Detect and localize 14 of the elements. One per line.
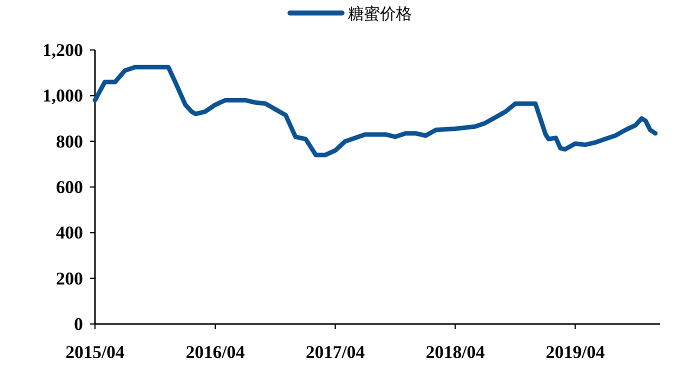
y-tick-label: 200 xyxy=(56,268,83,288)
y-tick-label: 0 xyxy=(74,314,83,334)
x-tick-label: 2019/04 xyxy=(546,342,605,362)
y-tick-label: 1,200 xyxy=(42,40,83,60)
y-tick-label: 400 xyxy=(56,222,83,243)
y-tick-label: 800 xyxy=(56,131,83,152)
legend-label: 糖蜜价格 xyxy=(348,5,412,23)
y-tick-label: 1,000 xyxy=(42,86,83,106)
x-tick-label: 2015/04 xyxy=(65,342,125,362)
x-tick-label: 2017/04 xyxy=(306,342,365,362)
x-tick-label: 2018/04 xyxy=(426,342,485,362)
x-tick-label: 2016/04 xyxy=(186,342,245,362)
line-series xyxy=(92,64,658,158)
y-tick-label: 600 xyxy=(56,177,83,197)
